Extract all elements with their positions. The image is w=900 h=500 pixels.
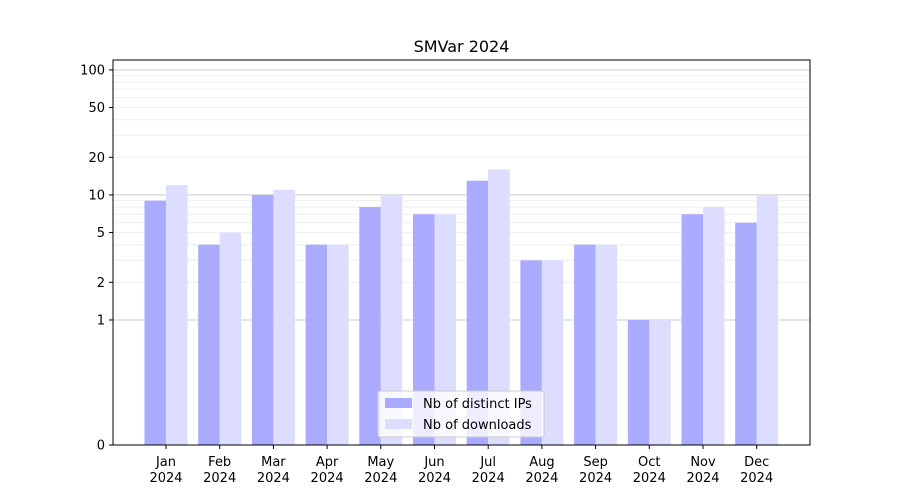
legend-box [377,390,545,438]
bar-distinct-ips-dec [735,222,757,445]
y-tick-label: 1 [97,313,105,328]
legend-swatch-distinct-ips [385,398,412,408]
x-tick-label-apr: Apr 2024 [311,455,344,486]
x-tick-label-jul: Jul 2024 [472,455,505,486]
y-tick-label: 0 [97,439,105,454]
bar-distinct-ips-jun [413,214,435,445]
chart-title: SMVar 2024 [414,37,510,56]
legend: Nb of distinct IPs Nb of downloads [377,390,545,438]
bar-downloads-jul [488,169,510,445]
y-tick-label: 20 [88,151,105,166]
legend-swatch-downloads [385,419,412,429]
x-tick-label-jan: Jan 2024 [149,455,182,486]
bar-downloads-nov [703,207,725,445]
x-tick-label-dec: Dec 2024 [740,455,773,486]
x-tick-label-nov: Nov 2024 [686,455,719,486]
x-tick-label-mar: Mar 2024 [257,455,290,486]
bar-distinct-ips-nov [681,214,703,445]
bar-downloads-aug [541,260,564,445]
y-axis: 0 1 2 5 10 20 50 100 [80,63,113,454]
y-tick-label: 2 [97,276,105,291]
bar-downloads-may [380,194,403,445]
y-tick-label: 10 [88,188,105,203]
y-tick-label: 50 [88,101,105,116]
y-tick-label: 5 [97,226,105,241]
bar-distinct-ips-oct [627,319,650,445]
x-tick-label-oct: Oct 2024 [633,455,666,486]
bar-distinct-ips-apr [305,244,328,445]
x-tick-label-jun: Jun 2024 [418,455,451,486]
x-tick-label-feb: Feb 2024 [203,455,236,486]
bar-downloads-jun [434,214,456,445]
bars [144,169,779,445]
bar-downloads-feb [219,232,242,445]
plot-frame [112,59,811,446]
bar-downloads-oct [649,319,671,445]
bar-downloads-apr [327,244,349,445]
bar-distinct-ips-sep [574,244,596,445]
bar-downloads-jan [166,185,188,445]
x-tick-label-sep: Sep 2024 [579,455,612,486]
bar-distinct-ips-feb [198,244,220,445]
bar-distinct-ips-jan [144,200,166,445]
legend-label-distinct-ips: Nb of distinct IPs [423,397,532,412]
y-tick-label: 100 [80,63,105,78]
bar-distinct-ips-may [359,207,381,445]
x-axis: Jan 2024 Feb 2024 Mar 2024 Apr 2024 May 2024 Jun 20… [149,445,773,486]
bar-downloads-mar [273,189,295,445]
bar-distinct-ips-mar [251,194,274,445]
bar-downloads-dec [756,194,779,445]
bar-downloads-sep [595,244,618,445]
bar-distinct-ips-jul [466,180,489,445]
x-tick-label-aug: Aug 2024 [525,455,558,486]
legend-label-downloads: Nb of downloads [423,418,532,433]
x-tick-label-may: May 2024 [364,455,397,486]
